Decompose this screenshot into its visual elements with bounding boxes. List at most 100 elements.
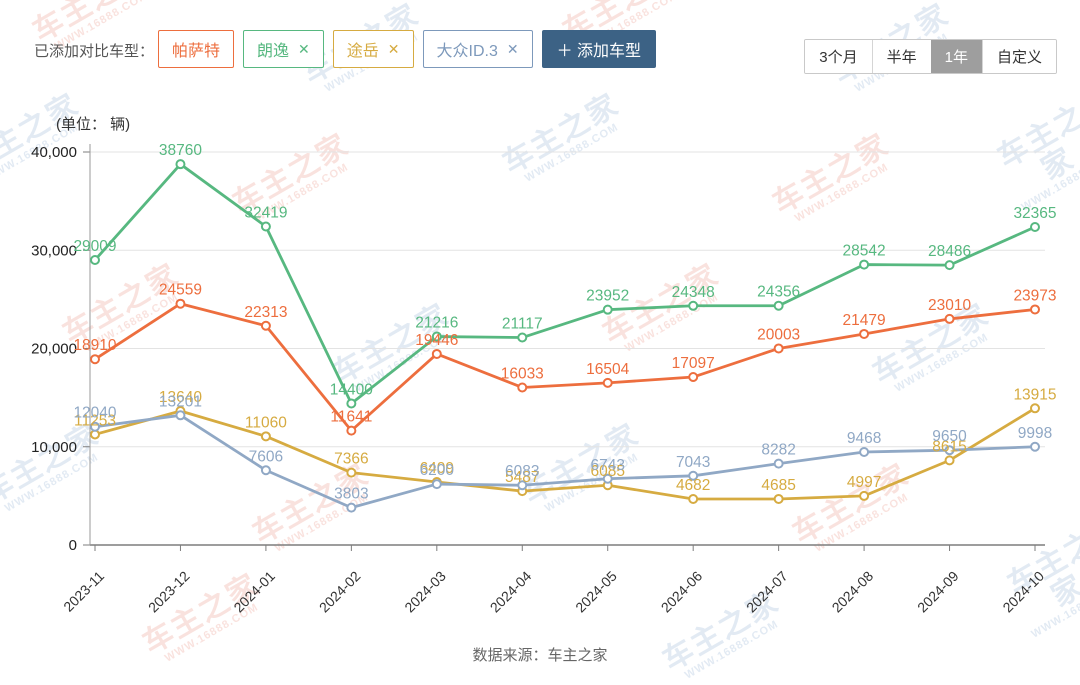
series-line-passat: [93, 302, 1037, 433]
remove-model-icon[interactable]: ✕: [387, 40, 400, 57]
range-option-item[interactable]: 自定义: [981, 40, 1056, 73]
value-label-lavida: 38760: [159, 142, 202, 159]
series-line-lavida: [93, 162, 1037, 405]
data-point-passat[interactable]: [688, 372, 699, 383]
data-point-passat[interactable]: [602, 377, 613, 388]
value-label-lavida: 32419: [244, 204, 287, 221]
series-line-tharu: [93, 406, 1037, 501]
data-point-passat[interactable]: [260, 320, 271, 331]
data-point-passat[interactable]: [517, 382, 528, 393]
series-line-vw-id3: [93, 413, 1037, 510]
data-point-lavida[interactable]: [859, 259, 870, 270]
value-label-vw-id3: 9650: [932, 428, 967, 445]
data-point-tharu[interactable]: [859, 490, 870, 501]
value-label-tharu: 4682: [676, 477, 710, 494]
remove-model-icon[interactable]: ✕: [298, 40, 310, 57]
value-label-lavida: 24348: [672, 284, 715, 301]
range-option-item[interactable]: 半年: [871, 40, 931, 73]
value-label-vw-id3: 9468: [847, 430, 881, 447]
value-label-tharu: 13915: [1013, 386, 1056, 403]
data-point-vw-id3[interactable]: [944, 445, 955, 456]
value-label-lavida: 28542: [843, 243, 886, 260]
value-label-tharu: 13640: [159, 389, 202, 406]
data-source-label: 数据来源：车主之家: [472, 647, 608, 664]
data-point-lavida[interactable]: [90, 254, 100, 265]
data-point-vw-id3[interactable]: [688, 470, 699, 481]
value-label-lavida: 28486: [928, 243, 971, 260]
data-point-passat[interactable]: [944, 313, 955, 324]
value-label-passat: 19446: [415, 332, 458, 349]
y-axis-label: 20,000: [31, 341, 77, 358]
range-option-selected[interactable]: 1年: [930, 40, 982, 73]
data-point-tharu[interactable]: [260, 431, 271, 442]
value-label-lavida: 14400: [330, 382, 373, 399]
value-label-vw-id3: 9998: [1018, 425, 1052, 442]
data-point-vw-id3[interactable]: [517, 480, 528, 491]
model-tag-tharu[interactable]: 途岳 ✕: [332, 30, 414, 68]
value-label-tharu: 8615: [932, 438, 966, 455]
range-option-item[interactable]: 3个月: [805, 40, 872, 73]
data-point-lavida[interactable]: [602, 304, 613, 315]
x-axis-label: 2024-01: [230, 568, 278, 616]
data-point-passat[interactable]: [175, 298, 186, 309]
x-axis-label: 2024-08: [829, 568, 877, 616]
x-axis-label: 2024-09: [914, 568, 962, 616]
data-point-lavida[interactable]: [346, 398, 357, 409]
data-point-lavida[interactable]: [773, 300, 784, 311]
value-label-vw-id3: 8282: [761, 442, 795, 459]
data-point-tharu[interactable]: [346, 467, 357, 478]
data-point-tharu[interactable]: [944, 455, 955, 466]
value-label-passat: 16033: [501, 365, 544, 382]
value-label-passat: 22313: [244, 304, 287, 321]
chart-area: 0 10,000 20,000 30,000 40,000 2023-11 2023-12 2…: [0, 95, 1080, 640]
data-point-vw-id3[interactable]: [90, 421, 100, 432]
y-axis-label: 10,000: [31, 439, 77, 456]
value-label-passat: 11641: [330, 409, 372, 426]
data-point-lavida[interactable]: [517, 332, 528, 343]
value-label-vw-id3: 7043: [676, 454, 710, 471]
add-model-button[interactable]: ＋ 添加车型: [541, 30, 657, 68]
value-label-lavida: 21216: [415, 315, 458, 332]
data-point-vw-id3[interactable]: [859, 446, 870, 457]
model-tag-passat[interactable]: 帕萨特: [158, 30, 235, 68]
data-point-vw-id3[interactable]: [602, 473, 613, 484]
sales-chart: 0 10,000 20,000 30,000 40,000 2023-11 2023-12 2…: [31, 142, 1056, 616]
data-point-vw-id3[interactable]: [175, 410, 186, 421]
data-point-passat[interactable]: [1030, 304, 1040, 315]
data-point-vw-id3[interactable]: [260, 465, 271, 476]
data-point-passat[interactable]: [90, 354, 100, 365]
range-selector: 3个月 半年 1年 自定义: [804, 39, 1057, 74]
data-point-lavida[interactable]: [688, 300, 699, 311]
data-point-lavida[interactable]: [944, 260, 955, 271]
data-point-passat[interactable]: [773, 343, 784, 354]
model-tag-lavida[interactable]: 朗逸 ✕: [243, 30, 324, 68]
data-point-tharu[interactable]: [1030, 403, 1040, 414]
value-label-vw-id3: 7606: [249, 448, 283, 465]
x-axis-label: 2023-12: [145, 568, 193, 616]
model-tag-label: 大众ID.3: [436, 43, 498, 60]
data-point-vw-id3[interactable]: [1030, 441, 1040, 452]
value-label-tharu: 11253: [74, 412, 116, 429]
model-tag-label: 途岳: [346, 43, 379, 60]
value-label-passat: 23010: [928, 297, 971, 314]
data-point-lavida[interactable]: [1030, 222, 1040, 233]
value-label-vw-id3: 12040: [73, 405, 116, 422]
data-point-vw-id3[interactable]: [431, 479, 442, 490]
data-point-passat[interactable]: [346, 425, 357, 436]
x-axis-label: 2024-05: [572, 568, 620, 616]
model-tags: 帕萨特 朗逸 ✕ 途岳 ✕ 大众ID.3 ✕ ＋ 添加车型: [158, 30, 657, 68]
data-point-passat[interactable]: [859, 328, 870, 339]
data-point-tharu[interactable]: [773, 493, 784, 504]
data-point-lavida[interactable]: [175, 159, 186, 170]
data-point-tharu[interactable]: [688, 493, 699, 504]
data-point-lavida[interactable]: [431, 331, 442, 342]
data-point-passat[interactable]: [431, 348, 442, 359]
data-point-lavida[interactable]: [260, 221, 271, 232]
unit-label: (单位： 辆): [56, 116, 131, 133]
y-axis-label: 40,000: [31, 144, 77, 161]
model-tag-vw-id3[interactable]: 大众ID.3 ✕: [422, 30, 533, 68]
value-label-passat: 21479: [843, 312, 886, 329]
data-point-vw-id3[interactable]: [773, 458, 784, 469]
data-point-vw-id3[interactable]: [346, 502, 357, 513]
remove-model-icon[interactable]: ✕: [506, 40, 519, 57]
